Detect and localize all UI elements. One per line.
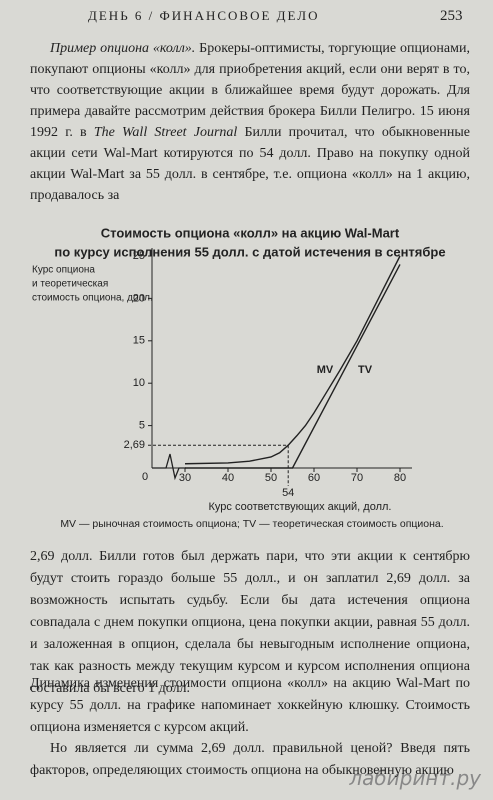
text-run: Брокеры-оптимисты, торгующие опционами, … [30, 41, 470, 140]
text-run: Пример опциона «колл». [50, 41, 196, 56]
running-header: ДЕНЬ 6 / ФИНАНСОВОЕ ДЕЛО [88, 8, 320, 23]
y-tick-label: 10 [133, 377, 145, 389]
y-axis-label: Курс опциона [32, 265, 95, 276]
paragraph: Пример опциона «колл». Брокеры-оптимисты… [30, 38, 470, 206]
series-line [184, 255, 401, 465]
caption: MV — рыночная стоимость опциона; TV — те… [60, 518, 443, 530]
chart-title: Стоимость опциона «колл» на акцию Wal-Ma… [101, 225, 400, 240]
y-axis-label: стоимость опциона, долл. [32, 293, 153, 304]
y-tick-label: 5 [139, 420, 145, 432]
x-tick-label: 60 [308, 472, 320, 484]
series-label: MV [317, 364, 334, 376]
x-tick-label: 80 [394, 472, 406, 484]
reference-y-label: 2,69 [124, 439, 145, 451]
paragraph: 2,69 долл. Билли готов был держать пари,… [30, 549, 470, 696]
series-line [185, 264, 401, 469]
watermark: лабиринт.ру [349, 766, 481, 790]
axis-break [152, 453, 186, 481]
reference-x-label: 54 [282, 487, 294, 499]
y-tick-label: 25 [133, 250, 145, 262]
text-run: The Wall Street Journal [93, 125, 238, 140]
y-tick-label: 20 [133, 292, 145, 304]
x-axis-label: Курс соответствующих акций, долл. [209, 501, 392, 513]
y-tick-label: 15 [133, 335, 145, 347]
paragraph: Динамика изменения стоимости опциона «ко… [30, 676, 470, 735]
x-tick-label: 40 [222, 472, 234, 484]
chart-title: по курсу исполнения 55 долл. с датой ист… [54, 244, 445, 259]
x-tick-label: 30 [179, 472, 191, 484]
y-axis-label: и теоретическая [32, 279, 108, 290]
series-label: TV [358, 364, 373, 376]
page-number: 253 [440, 8, 463, 24]
x-tick-label: 70 [351, 472, 363, 484]
paragraph: Но является ли сумма 2,69 долл. правильн… [30, 741, 470, 778]
origin-label: 0 [142, 471, 148, 483]
text-run: Билли прочитал, что обыкновенные акции с… [30, 125, 470, 203]
x-tick-label: 50 [265, 472, 277, 484]
